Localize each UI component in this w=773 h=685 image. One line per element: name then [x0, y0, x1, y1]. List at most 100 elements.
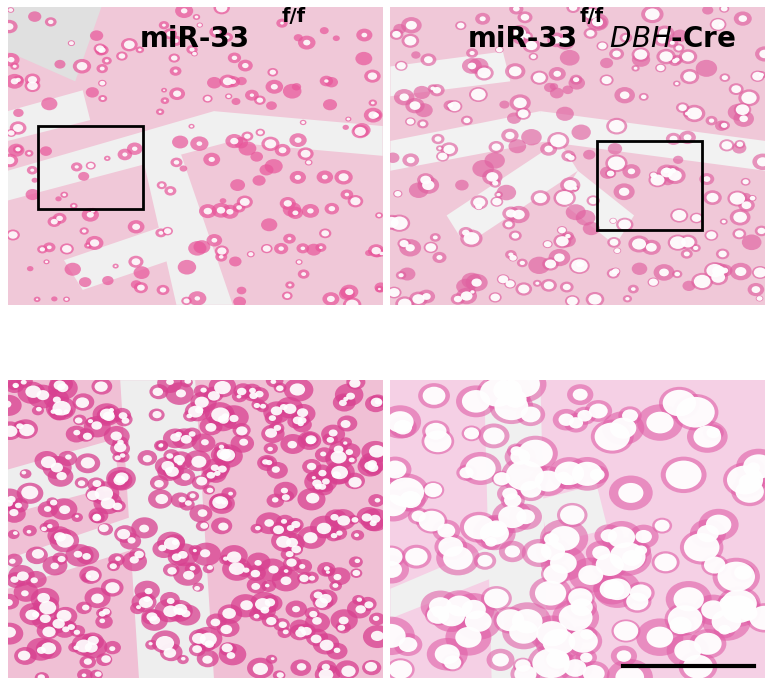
Circle shape [352, 595, 365, 605]
Circle shape [557, 503, 587, 527]
Circle shape [5, 377, 25, 393]
Circle shape [535, 623, 582, 661]
Circle shape [422, 421, 450, 443]
Circle shape [429, 597, 452, 615]
Circle shape [354, 533, 359, 537]
Circle shape [189, 47, 195, 51]
Circle shape [718, 251, 727, 258]
Circle shape [216, 207, 225, 214]
Circle shape [79, 277, 91, 287]
Circle shape [27, 266, 33, 271]
Polygon shape [447, 141, 578, 245]
Circle shape [43, 389, 69, 409]
Circle shape [2, 53, 19, 66]
Circle shape [58, 556, 66, 562]
Circle shape [325, 464, 351, 485]
Circle shape [173, 430, 185, 439]
Circle shape [490, 294, 500, 301]
Circle shape [158, 110, 162, 113]
Circle shape [113, 473, 130, 487]
Circle shape [277, 672, 284, 678]
Circle shape [556, 107, 574, 121]
Circle shape [496, 193, 501, 197]
Circle shape [216, 3, 227, 12]
Circle shape [247, 553, 271, 571]
Circle shape [596, 21, 603, 26]
Circle shape [73, 551, 82, 558]
Circle shape [628, 236, 650, 253]
Circle shape [115, 473, 128, 483]
Circle shape [424, 431, 451, 452]
Circle shape [66, 425, 87, 443]
Circle shape [608, 237, 621, 248]
Circle shape [36, 638, 62, 659]
Circle shape [582, 7, 601, 21]
Circle shape [186, 491, 199, 501]
Circle shape [401, 545, 431, 569]
Circle shape [610, 219, 616, 223]
Circle shape [193, 240, 210, 253]
Circle shape [21, 486, 38, 499]
Circle shape [305, 471, 332, 493]
Circle shape [544, 241, 551, 247]
Circle shape [566, 204, 586, 220]
Circle shape [614, 621, 638, 640]
Circle shape [522, 539, 557, 567]
Circle shape [432, 252, 447, 263]
Circle shape [727, 466, 763, 495]
Circle shape [96, 45, 109, 55]
Circle shape [68, 40, 75, 46]
Circle shape [478, 555, 492, 566]
Circle shape [37, 593, 50, 603]
Circle shape [54, 607, 77, 625]
Circle shape [563, 86, 574, 94]
Circle shape [649, 279, 658, 286]
Circle shape [115, 556, 121, 561]
Circle shape [73, 645, 79, 650]
Text: miR-33: miR-33 [468, 25, 578, 53]
Circle shape [27, 152, 31, 155]
Circle shape [164, 99, 166, 101]
Circle shape [4, 599, 13, 606]
Circle shape [541, 279, 557, 292]
Circle shape [172, 468, 196, 486]
Circle shape [6, 553, 22, 567]
Circle shape [192, 456, 206, 468]
Circle shape [460, 452, 502, 485]
Circle shape [98, 95, 107, 102]
Circle shape [162, 24, 166, 27]
Circle shape [685, 112, 690, 116]
Circle shape [301, 150, 311, 158]
Circle shape [60, 406, 73, 417]
Circle shape [163, 429, 188, 448]
Bar [38, 126, 143, 210]
Circle shape [189, 629, 212, 647]
Circle shape [188, 241, 206, 256]
Circle shape [634, 66, 638, 70]
Circle shape [346, 288, 353, 295]
Circle shape [188, 406, 203, 418]
Circle shape [249, 388, 256, 393]
Circle shape [175, 3, 193, 18]
Circle shape [320, 27, 329, 34]
Circle shape [578, 565, 603, 585]
Circle shape [279, 621, 287, 628]
Circle shape [49, 529, 79, 552]
Circle shape [169, 88, 185, 100]
Circle shape [290, 384, 305, 396]
Circle shape [567, 155, 574, 160]
Circle shape [465, 610, 492, 632]
Circle shape [369, 112, 378, 119]
Circle shape [80, 656, 96, 669]
Circle shape [48, 406, 60, 416]
Circle shape [506, 460, 543, 490]
Circle shape [280, 22, 284, 25]
Circle shape [186, 414, 192, 419]
Circle shape [395, 61, 407, 71]
Circle shape [230, 415, 239, 422]
Circle shape [436, 145, 444, 151]
Circle shape [570, 599, 593, 616]
Circle shape [25, 73, 40, 86]
Circle shape [274, 482, 298, 501]
Circle shape [530, 577, 572, 610]
